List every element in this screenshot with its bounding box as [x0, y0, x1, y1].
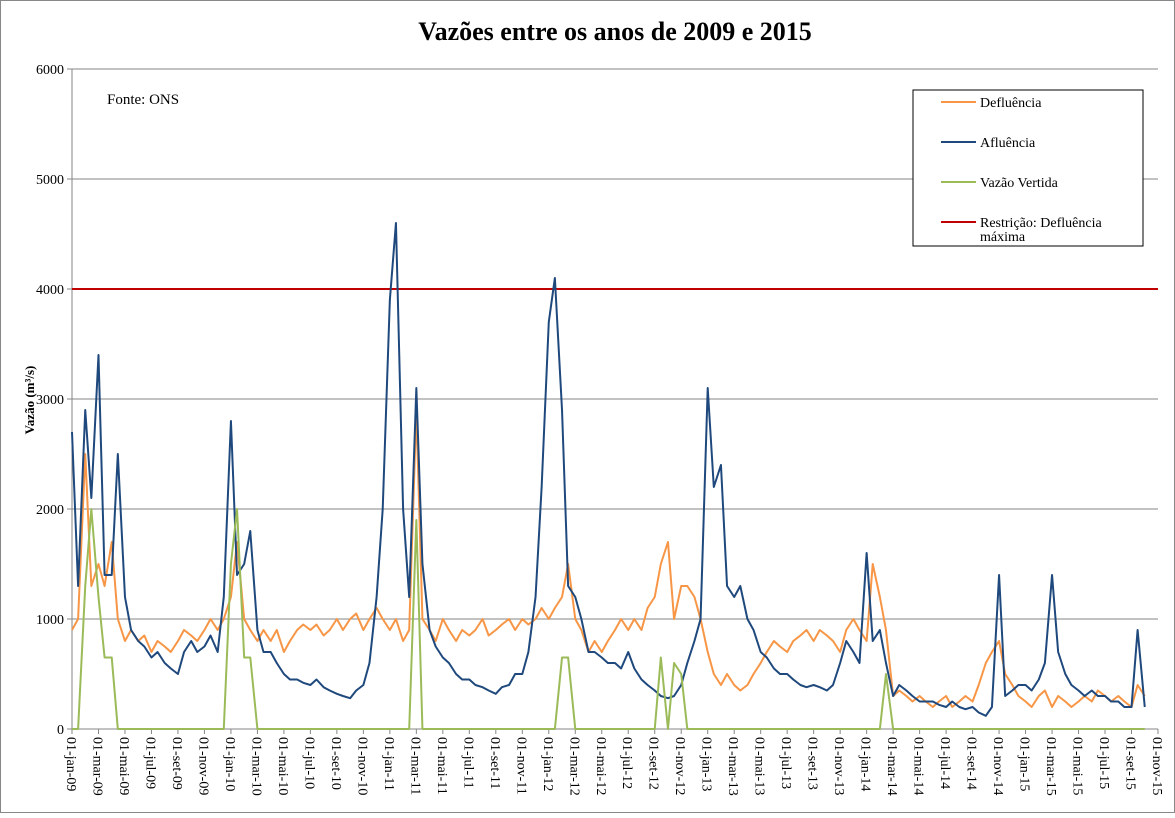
x-tick-label: 01-mai-15	[1070, 737, 1085, 795]
legend-label: Defluência	[980, 96, 1042, 111]
legend: Defluência Afluência Vazão Vertida Restriçã…	[912, 89, 1144, 247]
x-tick-label: 01-mai-13	[752, 737, 767, 795]
x-tick-label: 01-jul-13	[778, 737, 793, 789]
x-tick-label: 01-nov-11	[513, 737, 528, 795]
x-tick-label: 01-mar-10	[248, 737, 263, 796]
x-tick-label: 01-set-09	[169, 737, 184, 790]
x-tick-label: 01-jan-15	[1017, 737, 1032, 791]
x-tick-label: 01-mai-12	[593, 737, 608, 795]
y-tick-label: 5000	[36, 173, 64, 188]
x-tick-label: 01-jan-13	[699, 737, 714, 791]
series-line	[71, 409, 1146, 708]
x-tick-label: 01-nov-12	[672, 737, 687, 795]
x-tick-label: 01-mai-09	[116, 737, 131, 795]
x-tick-label: 01-jan-14	[858, 737, 873, 791]
x-tick-label: 01-set-13	[805, 737, 820, 790]
x-tick-label: 01-nov-14	[990, 737, 1005, 795]
x-tick-label: 01-jul-12	[619, 737, 634, 789]
x-tick-label: 01-mar-14	[884, 737, 899, 796]
x-tick-label: 01-jan-11	[381, 737, 396, 791]
series-line	[71, 222, 1146, 717]
x-tick-label: 01-set-12	[646, 737, 661, 790]
x-tick-label: 01-jul-09	[142, 737, 157, 789]
x-tick-label: 01-nov-10	[354, 737, 369, 795]
x-tick-label: 01-jan-12	[540, 737, 555, 791]
y-tick-label: 2000	[36, 503, 64, 518]
x-tick-label: 01-mar-15	[1043, 737, 1058, 796]
chart-title: Vazões entre os anos de 2009 e 2015	[418, 17, 812, 46]
y-tick-label: 4000	[36, 283, 64, 298]
x-tick-label: 01-mar-09	[89, 737, 104, 796]
legend-label: Vazão Vertida	[980, 176, 1059, 191]
y-tick-label: 0	[57, 723, 64, 738]
y-tick-label: 6000	[36, 63, 64, 78]
annotation: Fonte: ONS	[107, 92, 179, 108]
x-tick-label: 01-mai-10	[275, 737, 290, 795]
x-tick-label: 01-mai-11	[434, 737, 449, 795]
x-tick-label: 01-jul-10	[301, 737, 316, 789]
x-tick-label: 01-nov-09	[195, 737, 210, 795]
x-tick-label: 01-jan-10	[222, 737, 237, 791]
x-tick-label: 01-set-15	[1123, 737, 1138, 790]
legend-box	[912, 89, 1144, 247]
x-tick-label: 01-jan-09	[63, 737, 78, 791]
x-tick-label: 01-jul-11	[460, 737, 475, 789]
x-tick-label: 01-mar-12	[566, 737, 581, 796]
legend-label: Restrição: Defluência máxima	[980, 216, 1105, 245]
series-line	[72, 508, 1145, 730]
x-tick-label: 01-set-10	[328, 737, 343, 790]
y-tick-label: 1000	[36, 613, 64, 628]
x-tick-label: 01-mar-13	[725, 737, 740, 796]
x-tick-label: 01-nov-13	[831, 737, 846, 795]
y-tick-label: 3000	[36, 393, 64, 408]
x-tick-label: 01-jul-15	[1096, 737, 1111, 789]
legend-label: Afluência	[980, 136, 1036, 151]
x-tick-label: 01-set-11	[487, 737, 502, 789]
y-axis-label: Vazão (m³/s)	[22, 366, 37, 435]
x-tick-label: 01-mai-14	[911, 737, 926, 795]
x-tick-label: 01-nov-15	[1149, 737, 1164, 795]
x-tick-label: 01-mar-11	[407, 737, 422, 795]
x-tick-label: 01-jul-14	[937, 737, 952, 789]
x-tick-label: 01-set-14	[964, 737, 979, 790]
